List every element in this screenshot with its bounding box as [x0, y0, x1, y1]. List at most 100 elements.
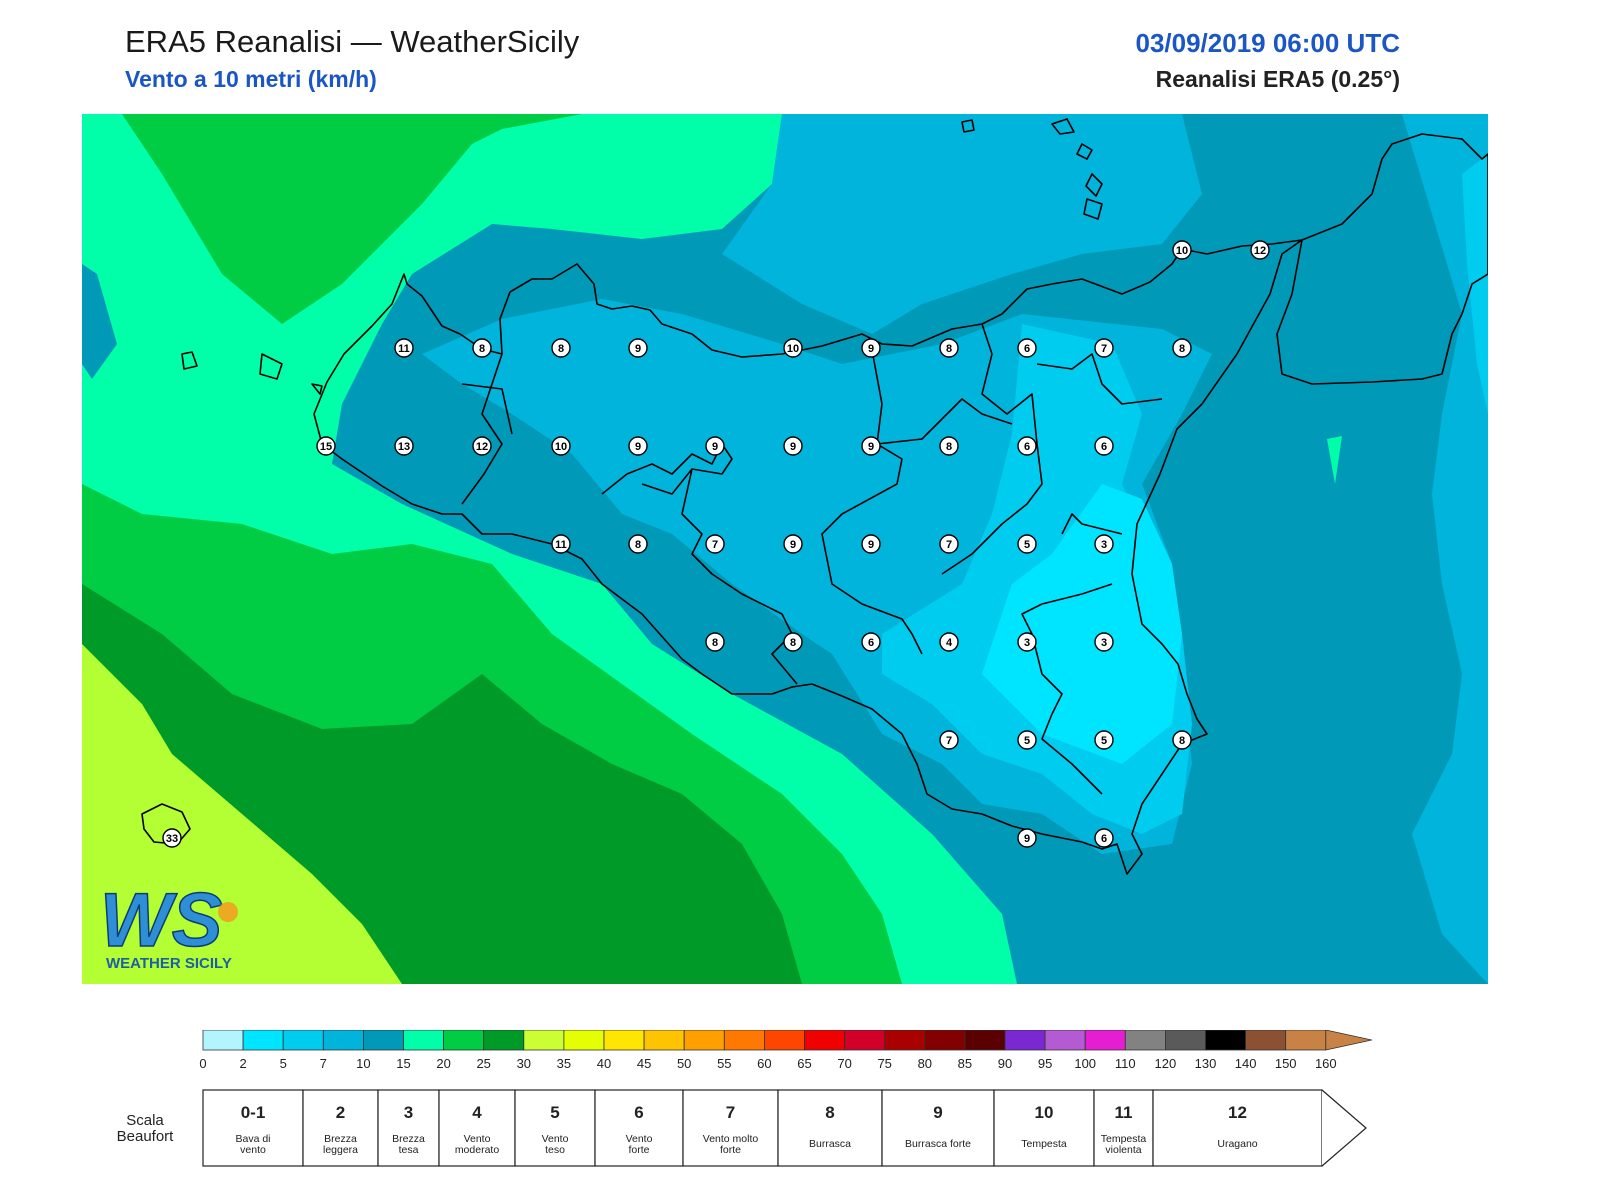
beaufort-name: Vento forte: [626, 1133, 653, 1156]
beaufort-class: 4 Vento moderato: [438, 1089, 516, 1167]
color-tick-label: 7: [320, 1056, 327, 1071]
color-tick-label: 20: [436, 1056, 450, 1071]
station-value: 15: [320, 441, 332, 453]
station-values: 10 12 11 8 8 9 10 9 8 6 7 8 15 13 12 10 9 9 9 9 8 6 6 11 8 7 9 9 7 5 3…: [162, 240, 1270, 848]
color-swatch: [804, 1030, 845, 1051]
station-value: 8: [946, 441, 952, 453]
color-swatch: [1245, 1030, 1287, 1051]
wind-band-25-30: [82, 644, 402, 984]
station-marker: 8: [939, 436, 959, 456]
station-value: 10: [555, 441, 567, 453]
station-marker: 8: [783, 632, 803, 652]
station-marker: 8: [472, 338, 492, 358]
station-marker: 10: [783, 338, 803, 358]
station-value: 5: [1024, 539, 1030, 551]
color-tick-label: 50: [677, 1056, 691, 1071]
beaufort-scale: 0-1 Bava di vento 2 Brezza leggera 3 Brezza tesa…: [202, 1089, 1367, 1167]
color-swatch: [483, 1030, 525, 1051]
station-marker: 3: [1094, 534, 1114, 554]
beaufort-name: Tempesta: [1021, 1138, 1067, 1150]
color-swatch: [1004, 1030, 1046, 1051]
station-value: 9: [635, 343, 641, 355]
station-value: 9: [712, 441, 718, 453]
color-tick-label: 85: [958, 1056, 972, 1071]
station-value: 5: [1101, 735, 1107, 747]
color-swatch: [362, 1030, 404, 1051]
map-title: ERA5 Reanalisi — WeatherSicily: [125, 24, 580, 59]
color-swatch: [1084, 1030, 1126, 1051]
station-value: 10: [787, 343, 799, 355]
station-value: 7: [1101, 343, 1107, 355]
station-marker: 9: [861, 338, 881, 358]
beaufort-name: Vento molto forte: [703, 1133, 759, 1156]
color-swatch: [563, 1030, 605, 1051]
color-tick-label: 150: [1275, 1056, 1297, 1071]
station-marker: 7: [939, 730, 959, 750]
color-tick-label: 110: [1115, 1056, 1136, 1071]
beaufort-class: 6 Vento forte: [594, 1089, 684, 1167]
wind-map: 10 12 11 8 8 9 10 9 8 6 7 8 15 13 12 10 9 9 9 9 8 6 6 11 8 7 9 9 7 5 3…: [82, 114, 1488, 984]
station-marker: 6: [1017, 436, 1037, 456]
color-swatch: [443, 1030, 485, 1051]
beaufort-class: 11 Tempesta violenta: [1093, 1089, 1154, 1167]
station-value: 8: [635, 539, 641, 551]
station-marker: 15: [316, 436, 336, 456]
svg-text:WS: WS: [100, 878, 222, 963]
color-tick-label: 40: [597, 1056, 611, 1071]
station-marker: 8: [939, 338, 959, 358]
station-marker: 9: [628, 338, 648, 358]
color-tick-label: 0: [199, 1056, 206, 1071]
beaufort-number: 8: [825, 1103, 834, 1122]
station-marker: 7: [939, 534, 959, 554]
station-marker: 33: [162, 828, 182, 848]
color-tick-label: 2: [239, 1056, 246, 1071]
map-subtitle: Vento a 10 metri (km/h): [125, 66, 377, 92]
color-swatch: [242, 1030, 284, 1051]
color-swatch: [764, 1030, 805, 1051]
station-value: 7: [712, 539, 718, 551]
station-marker: 5: [1017, 730, 1037, 750]
color-swatch: [844, 1030, 886, 1051]
station-value: 9: [868, 539, 874, 551]
beaufort-class: 2 Brezza leggera: [302, 1089, 379, 1167]
color-swatch: [723, 1030, 765, 1051]
station-value: 8: [712, 637, 718, 649]
station-value: 8: [479, 343, 485, 355]
color-swatch: [1165, 1030, 1206, 1051]
station-value: 8: [1179, 735, 1185, 747]
station-marker: 6: [1094, 436, 1114, 456]
color-swatch: [523, 1030, 565, 1051]
color-tick-label: 80: [918, 1056, 932, 1071]
color-swatch: [1124, 1030, 1166, 1051]
station-value: 6: [1024, 343, 1030, 355]
beaufort-class: 5 Vento teso: [514, 1089, 596, 1167]
color-swatch: [884, 1030, 926, 1051]
beaufort-name: Brezza tesa: [392, 1133, 425, 1156]
color-swatch: [1285, 1030, 1327, 1051]
beaufort-class: 0-1 Bava di vento: [202, 1089, 304, 1167]
color-swatch: [1044, 1030, 1086, 1051]
model-label: Reanalisi ERA5 (0.25°): [1155, 66, 1400, 92]
beaufort-arrow: [1321, 1089, 1367, 1167]
color-tick-label: 75: [877, 1056, 891, 1071]
color-swatch: [643, 1030, 685, 1051]
svg-text:WEATHER SICILY: WEATHER SICILY: [106, 955, 232, 972]
station-value: 10: [1176, 245, 1188, 257]
station-marker: 8: [628, 534, 648, 554]
station-marker: 5: [1094, 730, 1114, 750]
station-value: 8: [946, 343, 952, 355]
beaufort-number: 10: [1035, 1103, 1054, 1122]
station-marker: 7: [1094, 338, 1114, 358]
color-swatch: [924, 1030, 966, 1051]
station-value: 4: [946, 637, 953, 649]
beaufort-class: 12 Uragano: [1152, 1089, 1323, 1167]
station-value: 6: [1024, 441, 1030, 453]
station-marker: 9: [783, 534, 803, 554]
station-value: 7: [946, 539, 952, 551]
beaufort-number: 9: [933, 1103, 942, 1122]
station-value: 9: [868, 441, 874, 453]
color-tick-label: 35: [557, 1056, 571, 1071]
color-swatch: [322, 1030, 364, 1051]
beaufort-number: 0-1: [241, 1103, 266, 1122]
color-swatch: [964, 1030, 1006, 1051]
